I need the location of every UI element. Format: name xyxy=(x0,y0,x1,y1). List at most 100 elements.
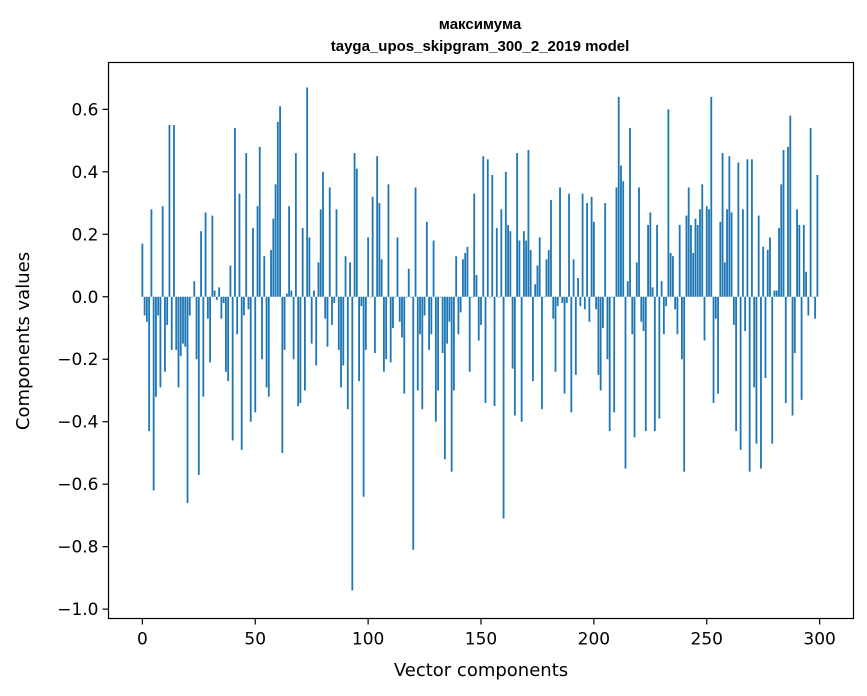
bar xyxy=(751,159,753,297)
bar xyxy=(464,253,467,297)
bar xyxy=(215,296,218,300)
bar xyxy=(518,240,521,297)
bar xyxy=(188,296,191,316)
bar xyxy=(222,296,225,304)
bar xyxy=(310,296,313,344)
bar xyxy=(294,153,297,297)
bar xyxy=(195,296,198,360)
bar xyxy=(308,237,311,297)
bar xyxy=(322,171,324,297)
bar xyxy=(261,296,263,360)
bar xyxy=(635,262,638,297)
bar xyxy=(247,296,250,310)
bar xyxy=(473,193,476,297)
x-axis-ticks: 0 50 100 150 200 250 300 xyxy=(137,618,836,650)
bar xyxy=(252,228,254,297)
bar xyxy=(773,290,776,297)
bar xyxy=(798,224,801,297)
bar xyxy=(272,218,275,297)
bar xyxy=(755,296,758,444)
bar xyxy=(493,296,496,407)
bar xyxy=(561,296,564,304)
bar xyxy=(220,296,223,319)
bar xyxy=(793,296,796,353)
bar xyxy=(737,162,740,297)
bar xyxy=(538,237,541,297)
bar xyxy=(671,256,674,297)
bar xyxy=(602,296,604,329)
bar xyxy=(346,296,349,410)
bar xyxy=(380,259,383,297)
bar xyxy=(396,237,399,297)
bar xyxy=(159,296,162,388)
bar xyxy=(197,296,200,475)
bar xyxy=(234,128,236,297)
bar xyxy=(342,296,345,366)
bar xyxy=(288,206,291,297)
bar xyxy=(631,296,634,335)
bar xyxy=(753,296,756,388)
bar xyxy=(414,187,417,297)
bar xyxy=(152,296,155,491)
bar xyxy=(595,296,598,310)
bar xyxy=(443,296,446,460)
bar xyxy=(145,296,148,322)
bar xyxy=(495,228,498,297)
bar xyxy=(690,224,692,297)
bar xyxy=(791,296,794,416)
bar xyxy=(710,96,713,297)
bar xyxy=(480,296,482,325)
bar xyxy=(644,296,647,432)
bar xyxy=(227,296,230,382)
bar xyxy=(604,203,607,297)
bar xyxy=(421,296,424,410)
bar xyxy=(796,209,798,297)
bar xyxy=(489,296,491,298)
bar xyxy=(586,203,589,297)
bar xyxy=(583,296,586,310)
x-tick-label: 100 xyxy=(352,630,384,650)
bar xyxy=(547,249,550,297)
bar xyxy=(766,249,769,297)
bar xyxy=(432,240,435,297)
bar xyxy=(471,296,473,298)
bar xyxy=(319,209,322,297)
bar xyxy=(694,218,697,297)
bar xyxy=(629,128,631,297)
bar xyxy=(782,149,785,297)
bar xyxy=(362,296,365,497)
bar xyxy=(504,171,507,297)
bar xyxy=(491,174,494,297)
bar xyxy=(764,296,767,378)
bar xyxy=(405,296,408,298)
bar xyxy=(423,296,426,316)
bar xyxy=(297,296,300,407)
bar xyxy=(705,206,708,297)
bar xyxy=(681,296,683,360)
bar xyxy=(651,287,654,297)
bar xyxy=(800,296,803,400)
bar xyxy=(520,296,523,422)
bar xyxy=(263,256,266,297)
bar xyxy=(565,296,568,304)
bar xyxy=(556,296,559,307)
bar xyxy=(624,296,627,469)
bar xyxy=(502,296,505,519)
bar xyxy=(771,296,774,444)
bar xyxy=(486,159,489,297)
bar xyxy=(640,296,643,322)
bar xyxy=(717,296,719,394)
bar xyxy=(340,296,342,388)
y-tick-label: 0.0 xyxy=(71,288,98,308)
x-tick-label: 0 xyxy=(137,630,148,650)
bar xyxy=(161,206,164,297)
bar xyxy=(811,296,814,298)
bar xyxy=(412,296,415,550)
bar xyxy=(592,221,595,297)
bar xyxy=(304,296,306,391)
bar xyxy=(331,296,333,325)
bar xyxy=(355,168,358,297)
bar xyxy=(179,296,182,357)
bar xyxy=(428,296,430,350)
